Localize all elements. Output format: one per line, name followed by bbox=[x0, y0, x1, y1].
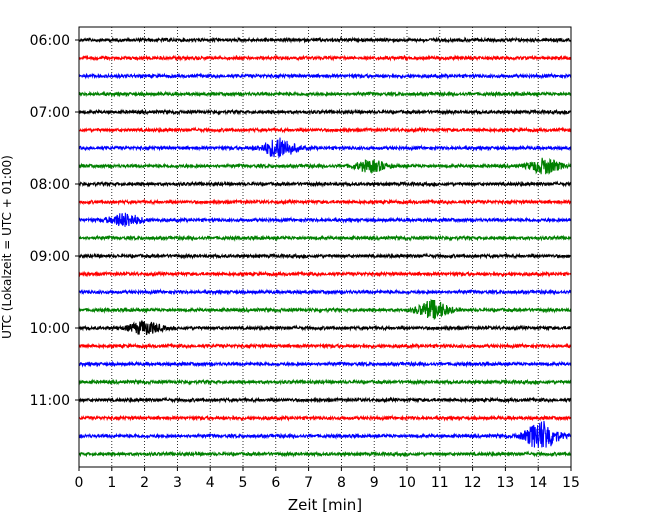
trace-0715 bbox=[78, 126, 572, 134]
y-tick-label: 10:00 bbox=[30, 321, 70, 337]
y-axis-label: UTC (Lokalzeit = UTC + 01:00) bbox=[0, 155, 14, 339]
x-tick-label: 14 bbox=[529, 475, 547, 491]
x-tick-label: 4 bbox=[206, 475, 215, 491]
y-tick-label: 08:00 bbox=[30, 177, 70, 193]
trace-0745 bbox=[78, 157, 572, 176]
y-tick-label: 07:00 bbox=[30, 105, 70, 121]
x-tick-label: 0 bbox=[75, 475, 84, 491]
trace-1000 bbox=[78, 319, 572, 336]
x-tick-label: 5 bbox=[239, 475, 248, 491]
x-tick-label: 8 bbox=[337, 475, 346, 491]
trace-1115 bbox=[78, 414, 572, 422]
trace-group bbox=[78, 36, 572, 458]
trace-0945 bbox=[78, 298, 572, 320]
trace-0815 bbox=[78, 198, 572, 206]
trace-1145 bbox=[78, 450, 572, 458]
y-tick-label: 06:00 bbox=[30, 33, 70, 49]
trace-0615 bbox=[78, 54, 572, 62]
x-tick-label: 10 bbox=[398, 475, 416, 491]
trace-0830 bbox=[78, 212, 572, 227]
y-tick-label: 09:00 bbox=[30, 249, 70, 265]
trace-1100 bbox=[78, 396, 572, 404]
trace-0900 bbox=[78, 252, 572, 260]
y-tick-label: 11:00 bbox=[30, 393, 70, 409]
x-tick-label: 15 bbox=[562, 475, 580, 491]
x-tick-label: 6 bbox=[271, 475, 280, 491]
trace-1015 bbox=[78, 342, 572, 350]
trace-0700 bbox=[78, 108, 572, 116]
trace-0730 bbox=[78, 137, 572, 159]
trace-0600 bbox=[78, 36, 572, 44]
x-tick-label: 2 bbox=[140, 475, 149, 491]
trace-0645 bbox=[78, 90, 572, 98]
grid-lines bbox=[111, 27, 539, 467]
trace-1130 bbox=[78, 420, 572, 448]
x-tick-label: 1 bbox=[107, 475, 116, 491]
trace-1030 bbox=[78, 360, 572, 368]
x-tick-label: 7 bbox=[304, 475, 313, 491]
x-tick-label: 9 bbox=[370, 475, 379, 491]
trace-1045 bbox=[78, 378, 572, 386]
x-axis-ticks: 0 1 2 3 4 5 6 7 8 9 10 11 12 13 14 15 bbox=[75, 467, 580, 491]
plot-frame bbox=[78, 26, 572, 468]
trace-0915 bbox=[78, 270, 572, 278]
trace-0845 bbox=[78, 234, 572, 242]
x-tick-label: 11 bbox=[431, 475, 449, 491]
x-tick-label: 13 bbox=[496, 475, 514, 491]
x-tick-label: 12 bbox=[464, 475, 482, 491]
trace-0800 bbox=[78, 180, 572, 188]
trace-0930 bbox=[78, 288, 572, 296]
x-tick-label: 3 bbox=[173, 475, 182, 491]
y-axis-ticks: 06:00 07:00 08:00 09:00 10:00 11:00 bbox=[30, 33, 79, 409]
x-axis-label: Zeit [min] bbox=[288, 496, 362, 514]
trace-0630 bbox=[78, 72, 572, 80]
